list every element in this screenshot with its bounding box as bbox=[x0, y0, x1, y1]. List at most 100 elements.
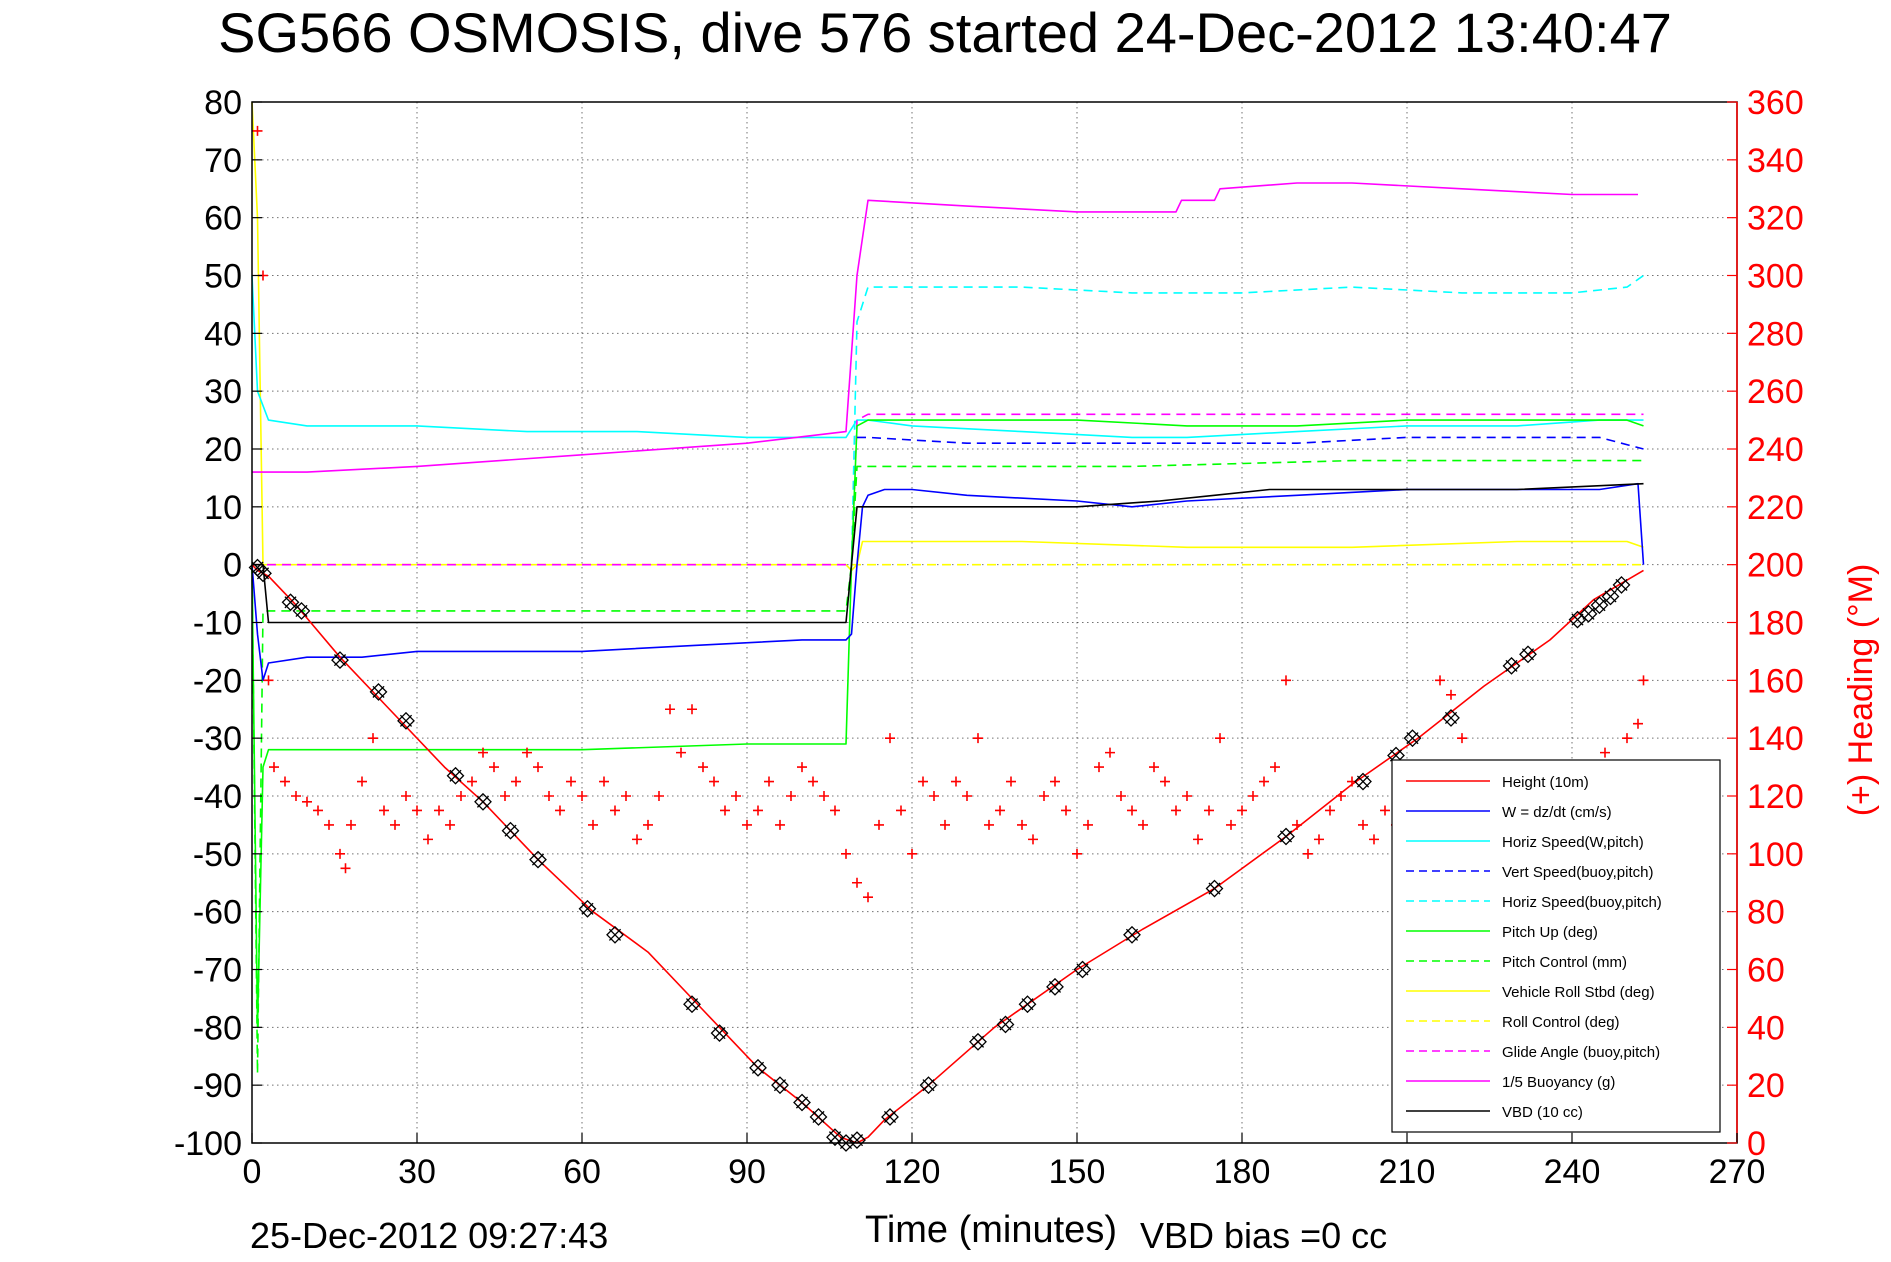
y-tick-label: -100 bbox=[174, 1125, 242, 1163]
heading-point bbox=[720, 805, 730, 816]
heading-point bbox=[1226, 819, 1236, 830]
height-marker bbox=[881, 1108, 899, 1126]
right-y-tick-label: 40 bbox=[1747, 1009, 1785, 1047]
right-y-tick-label: 360 bbox=[1747, 84, 1804, 122]
height-marker bbox=[771, 1076, 789, 1095]
right-y-tick-label: 100 bbox=[1747, 836, 1804, 874]
y-tick-label: 40 bbox=[204, 315, 242, 353]
heading-point bbox=[1435, 675, 1445, 686]
height-marker bbox=[1403, 729, 1422, 748]
legend-label: Height (10m) bbox=[1502, 774, 1589, 791]
heading-point bbox=[340, 863, 351, 874]
heading-point bbox=[654, 791, 664, 801]
heading-point bbox=[896, 805, 906, 816]
height-marker bbox=[529, 850, 547, 869]
heading-point bbox=[984, 819, 994, 830]
right-y-axis-ticks: 3603403203002802602402202001801601401201… bbox=[1727, 84, 1804, 1163]
legend-label: Roll Control (deg) bbox=[1502, 1014, 1620, 1031]
heading-point bbox=[995, 805, 1005, 816]
right-y-tick-label: 20 bbox=[1747, 1067, 1785, 1105]
heading-point bbox=[1149, 762, 1159, 773]
heading-point bbox=[1039, 791, 1049, 801]
x-tick-label: 240 bbox=[1544, 1153, 1601, 1191]
x-tick-label: 270 bbox=[1709, 1153, 1766, 1191]
heading-point bbox=[302, 796, 312, 807]
height-marker bbox=[331, 651, 349, 670]
heading-point bbox=[775, 819, 785, 830]
heading-point bbox=[632, 834, 642, 845]
heading-point bbox=[335, 848, 345, 859]
heading-point bbox=[753, 805, 763, 816]
height-marker bbox=[749, 1058, 767, 1077]
heading-point bbox=[819, 791, 829, 801]
height-marker bbox=[683, 995, 701, 1014]
right-y-tick-label: 180 bbox=[1747, 605, 1804, 643]
y-tick-label: 20 bbox=[204, 431, 242, 469]
heading-point bbox=[951, 776, 961, 787]
heading-point bbox=[1622, 733, 1632, 744]
series-line-3 bbox=[251, 275, 1644, 439]
x-tick-label: 180 bbox=[1214, 1153, 1271, 1191]
height-markers-layer bbox=[248, 558, 1631, 1152]
height-marker bbox=[1018, 995, 1037, 1014]
heading-point bbox=[852, 877, 862, 888]
heading-point bbox=[346, 819, 356, 830]
y-tick-label: 0 bbox=[223, 547, 242, 585]
y-tick-label: -90 bbox=[193, 1067, 242, 1105]
legend-label: W = dz/dt (cm/s) bbox=[1502, 804, 1612, 821]
height-marker bbox=[1590, 596, 1609, 615]
heading-point bbox=[522, 747, 532, 758]
heading-point bbox=[709, 776, 719, 787]
heading-point bbox=[676, 747, 686, 758]
x-tick-label: 120 bbox=[884, 1153, 941, 1191]
y-tick-label: -80 bbox=[193, 1009, 242, 1047]
legend-label: Glide Angle (buoy,pitch) bbox=[1502, 1044, 1660, 1061]
y-tick-label: 30 bbox=[204, 373, 242, 411]
height-marker bbox=[254, 564, 272, 583]
heading-point bbox=[1061, 805, 1071, 816]
height-marker bbox=[501, 821, 520, 840]
heading-point bbox=[1638, 675, 1649, 686]
y-tick-label: 70 bbox=[204, 142, 242, 180]
heading-point bbox=[1303, 848, 1313, 859]
series-line-6 bbox=[251, 419, 1644, 1029]
heading-point bbox=[1072, 848, 1082, 859]
footer-vbd-bias: VBD bias =0 cc bbox=[1140, 1215, 1387, 1256]
heading-point bbox=[874, 819, 884, 830]
heading-point bbox=[269, 762, 279, 773]
x-tick-label: 60 bbox=[563, 1153, 601, 1191]
heading-point bbox=[252, 125, 263, 136]
heading-point bbox=[489, 762, 499, 773]
heading-point bbox=[533, 762, 543, 773]
y-tick-label: 80 bbox=[204, 84, 242, 122]
heading-point bbox=[1050, 776, 1060, 787]
right-y-tick-label: 200 bbox=[1747, 547, 1804, 585]
height-marker bbox=[292, 602, 311, 620]
heading-point bbox=[1193, 834, 1203, 845]
legend-label: Horiz Speed(W,pitch) bbox=[1502, 834, 1644, 851]
heading-point bbox=[797, 762, 807, 773]
heading-point bbox=[1292, 819, 1302, 830]
heading-point bbox=[1314, 834, 1324, 845]
heading-point bbox=[698, 762, 708, 773]
height-marker bbox=[809, 1108, 828, 1126]
height-marker bbox=[1354, 772, 1372, 791]
heading-point bbox=[1281, 675, 1291, 686]
height-marker bbox=[369, 682, 388, 701]
heading-point bbox=[390, 819, 400, 830]
heading-point bbox=[588, 819, 598, 830]
height-marker bbox=[793, 1093, 811, 1112]
heading-point bbox=[830, 805, 840, 816]
heading-point bbox=[500, 791, 510, 801]
height-marker bbox=[710, 1024, 729, 1043]
height-marker bbox=[1277, 827, 1295, 846]
heading-point bbox=[1215, 733, 1225, 744]
heading-point bbox=[1182, 791, 1192, 801]
x-tick-label: 0 bbox=[243, 1153, 262, 1191]
y-tick-label: -20 bbox=[193, 662, 242, 700]
heading-point bbox=[1127, 805, 1137, 816]
heading-point bbox=[687, 704, 697, 715]
heading-point bbox=[907, 848, 917, 859]
